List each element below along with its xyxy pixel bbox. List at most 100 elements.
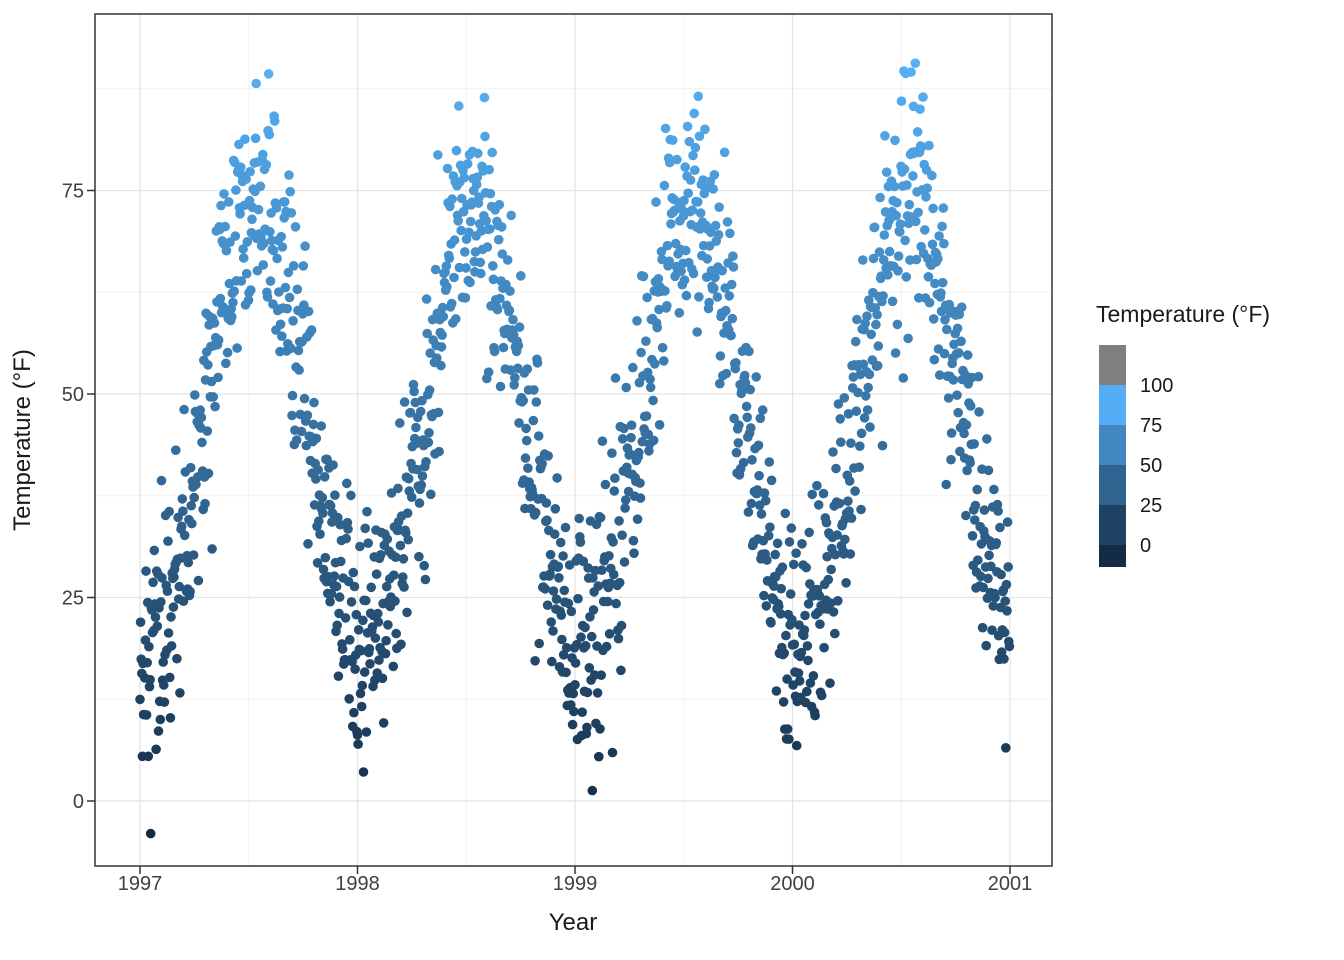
data-point [492,304,503,315]
data-point [294,365,304,375]
data-point [406,492,417,503]
data-point [878,255,889,265]
data-point [989,484,999,495]
data-point [751,372,761,382]
data-point [654,304,664,315]
data-point [626,420,637,431]
data-point [159,697,170,707]
data-point [191,479,201,490]
data-point [632,514,643,524]
data-point [976,539,987,549]
data-point [839,393,850,403]
data-point [202,426,213,436]
data-point [684,136,695,147]
data-point [514,322,525,332]
data-point [135,617,146,627]
data-point [374,655,384,665]
data-point [754,470,764,481]
data-point [155,714,166,725]
data-point [628,535,639,546]
data-point [574,513,584,524]
data-point [825,678,835,688]
data-point [896,96,907,106]
data-point [258,260,269,270]
data-point [706,227,716,238]
data-point [965,458,975,468]
data-point [803,599,814,609]
data-point [358,615,368,626]
data-point [892,197,902,208]
data-point [153,726,164,736]
data-point [728,251,738,261]
data-point [288,261,299,271]
legend-colorbar-segment [1099,425,1126,465]
data-point [261,160,272,170]
data-point [522,364,533,374]
data-point [548,626,558,636]
data-point [900,235,910,246]
data-point [402,607,412,618]
data-point [784,537,795,547]
data-point [426,489,436,500]
data-point [745,384,755,395]
data-point [546,617,556,627]
data-point [632,316,642,326]
data-point [421,457,431,467]
data-point [791,548,801,558]
data-point [277,242,288,252]
data-point [399,582,409,592]
data-point [422,328,433,339]
data-point [355,688,366,699]
data-point [645,382,656,393]
data-point [910,58,921,68]
legend-boundary-label: 75 [1140,415,1162,437]
data-point [162,586,173,596]
data-point [405,407,416,418]
data-point [852,314,862,325]
data-point [762,555,772,565]
data-point [190,390,200,400]
data-point [336,556,346,567]
data-point [445,201,455,212]
data-point [893,251,904,261]
data-point [934,231,944,241]
data-point [794,676,805,686]
data-point [952,390,962,401]
data-point [826,564,836,575]
data-point [496,222,507,232]
data-point [421,294,432,304]
data-point [930,278,940,289]
data-point [157,573,167,583]
data-point [459,172,470,183]
data-point [411,422,421,433]
data-point [318,564,329,575]
data-point [911,254,922,265]
data-point [178,506,188,516]
data-point [460,247,470,257]
data-point [830,549,841,560]
data-point [928,203,938,214]
data-point [430,264,441,275]
data-point [169,572,179,582]
data-point [143,751,154,762]
data-point [582,687,593,698]
data-point [702,254,713,264]
data-point [637,436,648,447]
data-point [738,457,749,468]
data-point [987,625,997,635]
data-point [656,246,667,257]
data-point [398,554,409,564]
data-point [906,67,916,77]
data-point [494,199,505,210]
data-point [981,640,991,651]
data-point [786,523,797,533]
data-point [833,596,843,606]
data-point [652,322,662,333]
data-point [859,413,870,423]
data-point [865,422,875,432]
legend-colorbar-segment [1099,465,1126,505]
data-point [866,329,876,340]
data-point [156,475,167,486]
data-point [396,639,406,650]
data-point [874,247,885,257]
